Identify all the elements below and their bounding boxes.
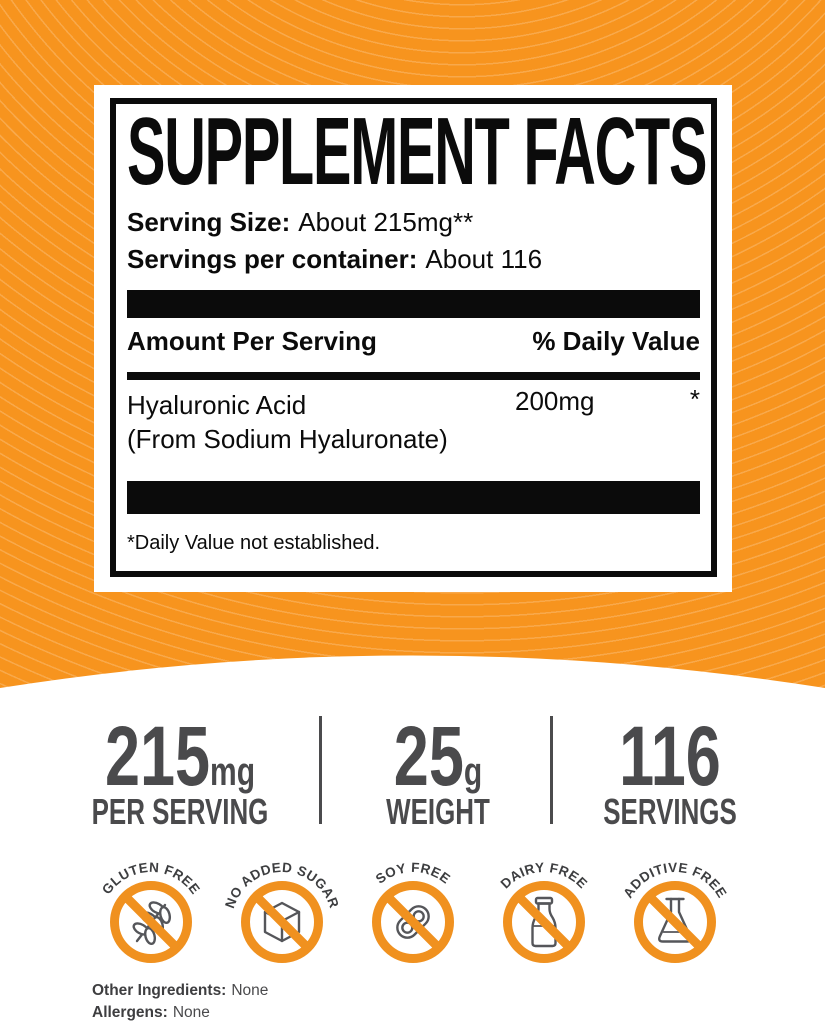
serving-size-label: Serving Size: <box>127 207 291 237</box>
allergens-label: Allergens: <box>92 1003 168 1021</box>
servings-per-container-line: Servings per container: About 116 <box>127 243 700 276</box>
stat-servings-number: 116 <box>619 709 721 803</box>
servings-value: About 116 <box>425 244 543 274</box>
ingredient-daily-value: * <box>689 384 700 414</box>
stat-servings-label: SERVINGS <box>603 791 737 832</box>
gluten-free-badge: GLUTEN FREE <box>99 860 203 963</box>
stat-per-serving-label: PER SERVING <box>91 791 269 832</box>
serving-size-line: Serving Size: About 215mg** <box>127 206 700 239</box>
prohibition-ring <box>502 881 585 963</box>
supplement-facts-card: SUPPLEMENT FACTS Serving Size: About 215m… <box>94 85 732 592</box>
daily-value-footnote: *Daily Value not established. <box>127 532 381 554</box>
stats-divider <box>319 716 322 824</box>
stat-servings: 116 SERVINGS <box>510 714 825 833</box>
serving-size-value: About 215mg** <box>298 207 474 237</box>
prohibition-slash <box>383 893 442 951</box>
stats-divider <box>550 716 553 824</box>
no-added-sugar-badge: NO ADDED SUGAR <box>222 860 341 963</box>
stat-unit: mg <box>210 750 256 794</box>
ingredient-amount: 200mg <box>515 386 595 416</box>
ingredient-row: Hyaluronic Acid (From Sodium Hyaluronate… <box>127 384 700 456</box>
stat-weight-number: 25g <box>393 709 483 803</box>
ingredient-source: (From Sodium Hyaluronate) <box>127 424 448 454</box>
allergens-line: Allergens: None <box>92 1002 268 1024</box>
dairy-free-badge: DAIRY FREE <box>497 860 589 963</box>
free-from-badges-row: GLUTEN FREE NO ADDED SUGAR SOY F <box>0 853 825 975</box>
footer-ingredient-info: Other Ingredients: None Allergens: None <box>92 980 268 1023</box>
other-ingredients-value: None <box>231 982 269 999</box>
divider-bar-bottom <box>127 481 700 514</box>
amount-per-serving-header: Amount Per Serving <box>127 326 377 356</box>
other-ingredients-line: Other Ingredients: None <box>92 980 268 1002</box>
prohibition-slash <box>514 893 573 951</box>
white-arc-background <box>0 655 825 1024</box>
header-rule <box>127 372 700 380</box>
badge-arc-label: GLUTEN FREE <box>99 860 203 897</box>
prohibition-ring <box>633 881 716 963</box>
stat-per-serving-number: 215mg <box>104 709 256 803</box>
stat-weight: 25g WEIGHT <box>278 714 598 833</box>
prohibition-slash <box>645 893 704 951</box>
additive-free-badge: ADDITIVE FREE <box>620 860 729 963</box>
ingredient-name: Hyaluronic Acid <box>127 390 307 420</box>
badge-arc-label: ADDITIVE FREE <box>620 860 729 901</box>
soy-free-badge: SOY FREE <box>371 860 454 963</box>
daily-value-header: % Daily Value <box>532 326 700 356</box>
servings-label: Servings per container: <box>127 244 418 274</box>
facts-column-header: Amount Per Serving % Daily Value <box>127 326 700 357</box>
facts-title: SUPPLEMENT FACTS <box>127 98 707 205</box>
prohibition-ring <box>240 881 323 963</box>
stat-weight-label: WEIGHT <box>386 791 490 832</box>
prohibition-slash <box>252 893 311 951</box>
supplement-facts-box: SUPPLEMENT FACTS Serving Size: About 215m… <box>110 98 717 577</box>
allergens-value: None <box>172 1003 210 1021</box>
stat-unit: g <box>463 750 483 794</box>
stat-per-serving: 215mg PER SERVING <box>20 714 340 833</box>
prohibition-ring <box>371 881 454 963</box>
other-ingredients-label: Other Ingredients: <box>92 982 227 999</box>
prohibition-slash <box>121 893 180 951</box>
divider-bar-top <box>127 290 700 318</box>
prohibition-ring <box>109 881 192 963</box>
